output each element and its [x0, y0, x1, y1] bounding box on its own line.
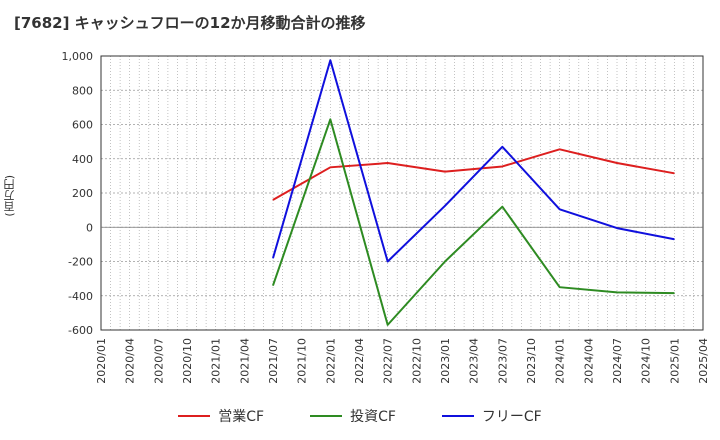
- series-line-0: [272, 148, 675, 201]
- data-point: [616, 162, 618, 164]
- data-point: [616, 227, 618, 229]
- data-point: [329, 118, 331, 120]
- data-point: [501, 206, 503, 208]
- data-point: [272, 284, 274, 286]
- data-point: [444, 205, 446, 207]
- y-tick-label: 1,000: [62, 50, 94, 63]
- x-tick-label: 2024/10: [640, 338, 653, 384]
- data-point: [387, 324, 389, 326]
- legend-swatch-investing-cf: [310, 415, 343, 417]
- y-tick-label: 200: [72, 187, 93, 200]
- legend-item-operating-cf: 営業CF: [178, 406, 264, 426]
- y-tick-label: 400: [72, 153, 93, 166]
- data-point: [387, 162, 389, 164]
- data-point: [559, 286, 561, 288]
- data-point: [272, 199, 274, 201]
- legend-swatch-operating-cf: [178, 415, 211, 417]
- x-tick-label: 2022/10: [410, 338, 423, 384]
- data-point: [272, 257, 274, 259]
- data-point: [559, 148, 561, 150]
- legend: 営業CF 投資CF フリーCF: [0, 404, 720, 428]
- x-tick-label: 2024/07: [611, 338, 624, 384]
- x-tick-label: 2021/10: [296, 338, 309, 384]
- x-tick-label: 2023/01: [439, 338, 452, 384]
- x-tick-label: 2025/01: [668, 338, 681, 384]
- x-tick-label: 2020/01: [95, 338, 108, 384]
- x-tick-label: 2023/10: [525, 338, 538, 384]
- x-tick-label: 2023/07: [496, 338, 509, 384]
- data-point: [673, 172, 675, 174]
- series-line-1: [272, 118, 675, 326]
- legend-label-investing-cf: 投資CF: [350, 409, 396, 425]
- chart-title: [7682] キャッシュフローの12か月移動合計の推移: [14, 14, 366, 32]
- data-point: [444, 171, 446, 173]
- x-tick-label: 2022/01: [324, 338, 337, 384]
- x-tick-label: 2024/01: [554, 338, 567, 384]
- x-tick-label: 2024/04: [582, 338, 595, 384]
- legend-item-investing-cf: 投資CF: [310, 406, 396, 426]
- legend-item-free-cf: フリーCF: [441, 406, 542, 426]
- data-point: [559, 208, 561, 210]
- y-tick-label: 600: [72, 119, 93, 132]
- y-tick-label: 0: [86, 221, 93, 234]
- data-point: [673, 238, 675, 240]
- y-tick-label: -600: [68, 324, 93, 337]
- x-tick-label: 2020/04: [124, 338, 137, 384]
- x-tick-label: 2020/10: [181, 338, 194, 384]
- plot-border: [100, 55, 704, 331]
- y-tick-label: -400: [68, 290, 93, 303]
- legend-swatch-free-cf: [441, 415, 474, 417]
- x-tick-label: 2025/04: [697, 338, 710, 384]
- y-tick-label: -200: [68, 256, 93, 269]
- x-tick-label: 2021/01: [210, 338, 223, 384]
- legend-label-free-cf: フリーCF: [481, 409, 542, 425]
- data-point: [501, 146, 503, 148]
- y-tick-label: 800: [72, 84, 93, 97]
- data-point: [616, 291, 618, 293]
- data-point: [501, 165, 503, 167]
- x-tick-label: 2022/04: [353, 338, 366, 384]
- data-point: [329, 166, 331, 168]
- x-tick-label: 2022/07: [382, 338, 395, 384]
- series-line-2: [272, 59, 675, 263]
- data-point: [329, 59, 331, 61]
- x-tick-label: 2021/07: [267, 338, 280, 384]
- x-tick-label: 2023/04: [468, 338, 481, 384]
- legend-label-operating-cf: 営業CF: [218, 409, 265, 425]
- x-tick-label: 2021/04: [238, 338, 251, 384]
- data-point: [673, 292, 675, 294]
- data-point: [387, 261, 389, 262]
- data-point: [444, 261, 446, 262]
- x-tick-label: 2020/07: [152, 338, 165, 384]
